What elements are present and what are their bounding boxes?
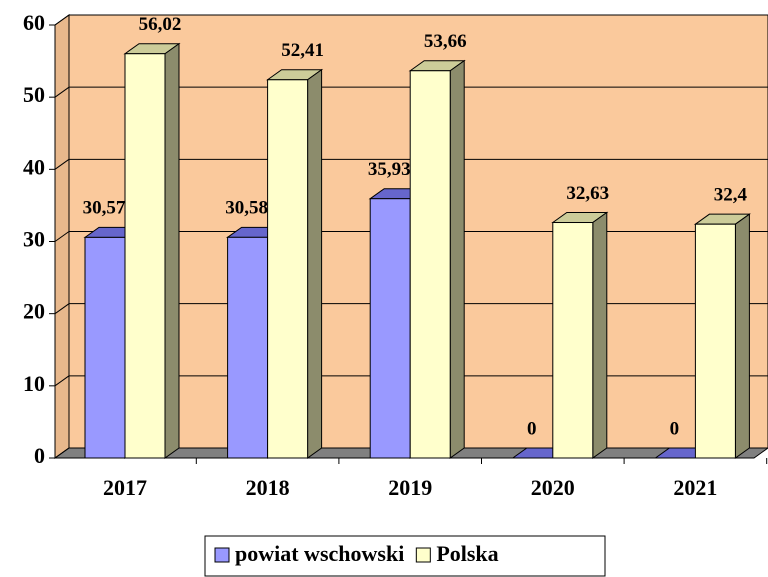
y-tick-label: 60 bbox=[23, 10, 45, 35]
data-label: 32,63 bbox=[566, 183, 609, 204]
legend bbox=[204, 535, 606, 577]
x-tick-label: 2018 bbox=[246, 475, 290, 500]
data-label: 0 bbox=[527, 418, 537, 439]
bar bbox=[409, 70, 451, 459]
y-tick-label: 40 bbox=[23, 154, 45, 179]
data-label: 0 bbox=[670, 418, 680, 439]
data-label: 52,41 bbox=[281, 40, 324, 61]
grid-line bbox=[54, 86, 70, 98]
data-label: 32,4 bbox=[714, 185, 748, 206]
data-label: 30,57 bbox=[83, 198, 126, 219]
legend-swatch bbox=[214, 547, 230, 563]
y-tick-label: 0 bbox=[34, 443, 45, 468]
bar-side bbox=[307, 68, 323, 459]
bar-side bbox=[449, 59, 465, 459]
legend-label: Polska bbox=[436, 541, 498, 566]
bar bbox=[227, 236, 269, 459]
grid-line bbox=[54, 375, 70, 387]
y-tick-label: 30 bbox=[23, 227, 45, 252]
x-tick-label: 2017 bbox=[103, 475, 147, 500]
bar bbox=[124, 53, 166, 459]
data-label: 53,66 bbox=[424, 31, 467, 52]
legend-swatch bbox=[415, 547, 431, 563]
data-label: 56,02 bbox=[139, 14, 182, 35]
y-tick-label: 50 bbox=[23, 82, 45, 107]
data-label: 35,93 bbox=[368, 159, 411, 180]
bar bbox=[84, 236, 126, 459]
y-tick-label: 10 bbox=[23, 371, 45, 396]
x-tick-label: 2020 bbox=[531, 475, 575, 500]
bar bbox=[369, 198, 411, 459]
y-tick-label: 20 bbox=[23, 299, 45, 324]
bar bbox=[694, 223, 736, 459]
grid-line bbox=[54, 14, 70, 26]
bar bbox=[552, 222, 594, 459]
grid-line bbox=[54, 447, 70, 459]
data-label: 30,58 bbox=[225, 198, 268, 219]
bar-side bbox=[592, 211, 608, 459]
grid-line bbox=[54, 158, 70, 170]
grid-line bbox=[54, 303, 70, 315]
bar bbox=[267, 79, 309, 459]
legend-label: powiat wschowski bbox=[235, 541, 404, 566]
bar-side bbox=[164, 42, 180, 459]
x-tick-label: 2019 bbox=[388, 475, 432, 500]
bar-side bbox=[734, 213, 750, 459]
x-tick-label: 2021 bbox=[673, 475, 717, 500]
grid-line bbox=[54, 231, 70, 242]
